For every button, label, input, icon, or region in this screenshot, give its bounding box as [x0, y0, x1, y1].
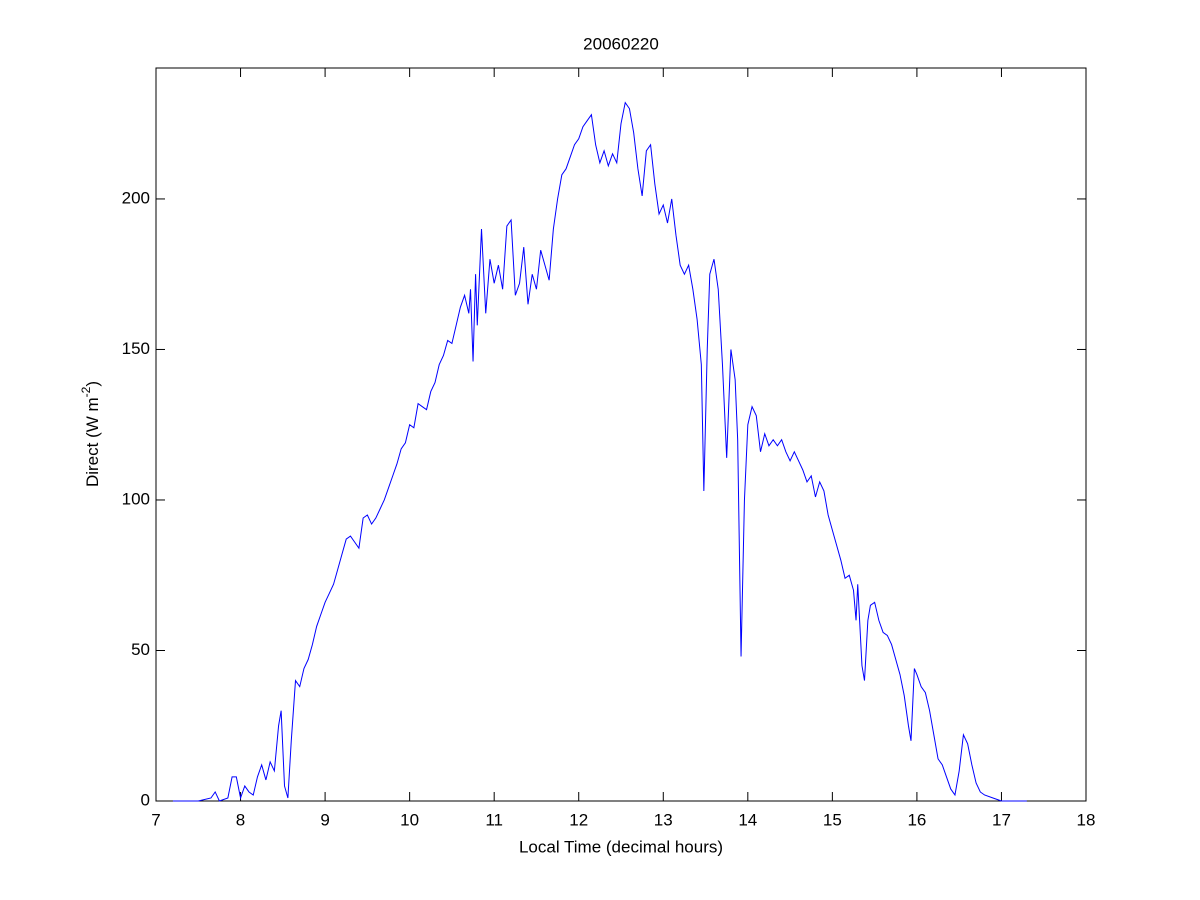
x-tick-label: 13 — [654, 810, 673, 829]
y-axis-label: Direct (W m-2) — [79, 381, 102, 487]
x-tick-label: 17 — [992, 810, 1011, 829]
x-tick-label: 12 — [569, 810, 588, 829]
y-tick-label: 200 — [122, 188, 150, 207]
x-tick-label: 14 — [738, 810, 757, 829]
data-line — [172, 101, 1027, 802]
x-tick-label: 16 — [907, 810, 926, 829]
y-tick-label: 150 — [122, 339, 150, 358]
plot-area — [155, 67, 1087, 802]
chart-title: 20060220 — [583, 34, 659, 53]
y-tick-label: 50 — [131, 640, 150, 659]
y-axis-label-suffix: ) — [83, 381, 102, 387]
x-axis-label: Local Time (decimal hours) — [519, 837, 723, 856]
x-tick-label: 10 — [400, 810, 419, 829]
y-tick-label: 100 — [122, 489, 150, 508]
x-tick-label: 9 — [320, 810, 329, 829]
x-tick-label: 8 — [236, 810, 245, 829]
y-axis-label-superscript: -2 — [79, 386, 93, 397]
x-tick-label: 15 — [823, 810, 842, 829]
y-axis-label-text: Direct (W m — [83, 397, 102, 487]
x-tick-label: 7 — [151, 810, 160, 829]
y-tick-label: 0 — [141, 790, 150, 809]
x-tick-label: 11 — [485, 810, 503, 829]
x-tick-label: 18 — [1077, 810, 1096, 829]
